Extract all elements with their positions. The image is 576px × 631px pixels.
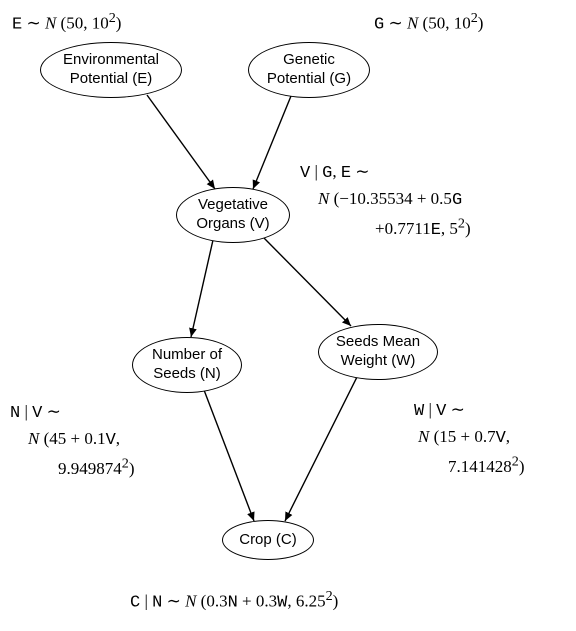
formula-e-distribution: E ∼ N (50, 102) [12,8,121,38]
node-vegetative-organs: Vegetative Organs (V) [176,187,290,243]
node-environmental-potential: Environmental Potential (E) [40,42,182,98]
node-label: Potential (G) [267,70,351,87]
formula-v-distribution: V | G, E ∼N (−10.35534 + 0.5G+0.7711E, 5… [300,160,471,244]
node-label: Environmental [63,51,159,68]
formula-g-distribution: G ∼ N (50, 102) [374,8,483,38]
node-label: Genetic [283,51,335,68]
node-label: Seeds (N) [153,365,221,382]
node-seeds-mean-weight: Seeds Mean Weight (W) [318,324,438,380]
node-label: Weight (W) [341,352,416,369]
node-label: Seeds Mean [336,333,420,350]
node-label: Potential (E) [70,70,153,87]
formula-c-distribution: C | N ∼ N (0.3N + 0.3W, 6.252) [130,586,338,616]
formula-w-distribution: W | V ∼N (15 + 0.7V,7.1414282) [414,398,525,480]
node-crop: Crop (C) [222,520,314,560]
formula-n-distribution: N | V ∼N (45 + 0.1V,9.9498742) [10,400,135,482]
node-label: Organs (V) [196,215,269,232]
node-label: Number of [152,346,222,363]
node-genetic-potential: Genetic Potential (G) [248,42,370,98]
node-number-of-seeds: Number of Seeds (N) [132,337,242,393]
node-label: Crop (C) [239,531,297,548]
node-label: Vegetative [198,196,268,213]
